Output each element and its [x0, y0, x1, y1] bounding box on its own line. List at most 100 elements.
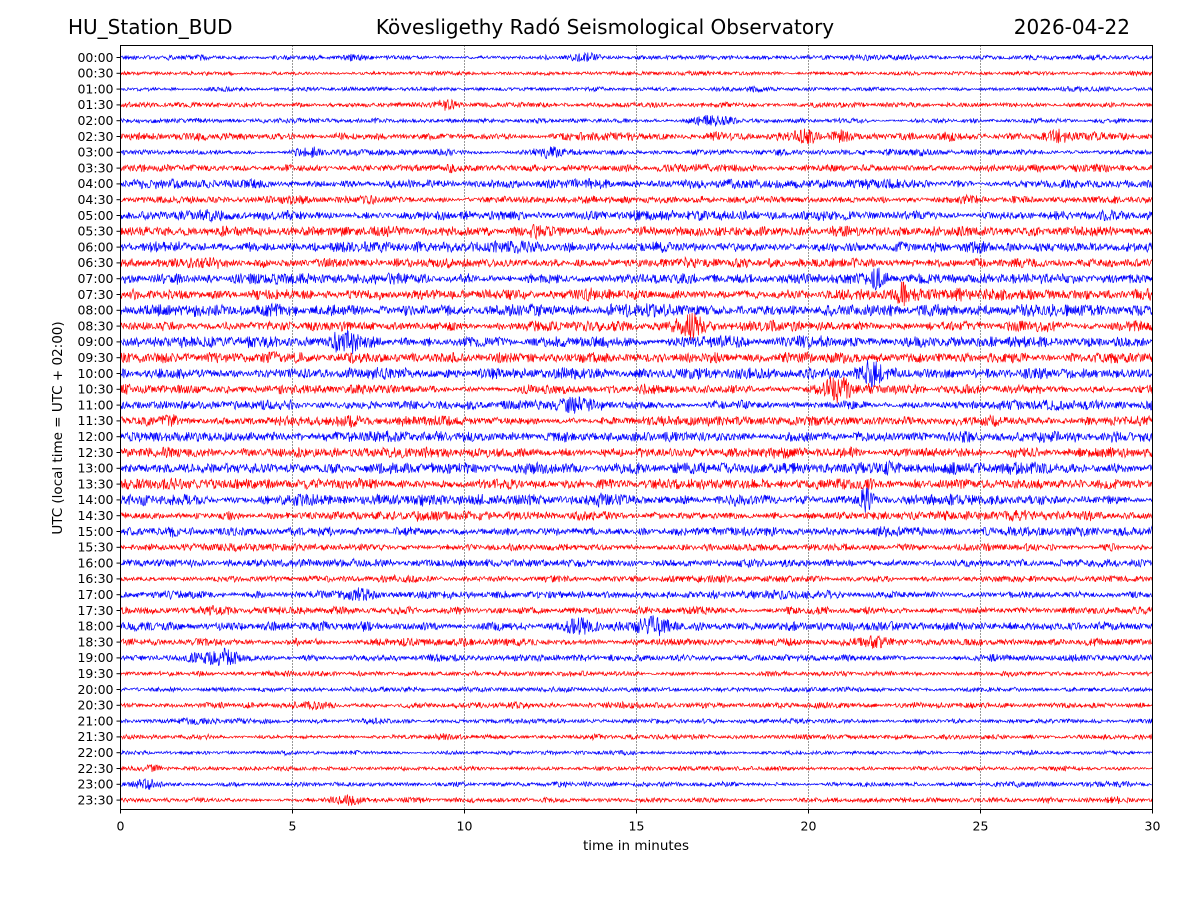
- seismic-trace: [120, 193, 1153, 205]
- y-tick-label: 09:00: [77, 334, 113, 349]
- x-tick-label: 20: [801, 819, 817, 834]
- x-tick-label: 30: [1145, 819, 1161, 834]
- station-title: HU_Station_BUD: [68, 15, 233, 39]
- chart-title: Kövesligethy Radó Seismological Observat…: [376, 15, 834, 39]
- y-tick-label: 00:30: [77, 66, 113, 81]
- y-tick-label: 23:30: [77, 792, 113, 807]
- y-tick-label: 07:00: [77, 271, 113, 286]
- seismic-trace: [120, 794, 1153, 806]
- seismic-trace: [120, 414, 1153, 429]
- seismic-trace: [120, 146, 1153, 160]
- y-tick-label: 03:30: [77, 160, 113, 175]
- y-tick-label: 18:00: [77, 619, 113, 634]
- y-tick-label: 19:00: [77, 650, 113, 665]
- seismic-trace: [120, 302, 1153, 318]
- seismic-trace: [120, 542, 1153, 553]
- y-tick-label: 12:30: [77, 445, 113, 460]
- y-tick-label: 13:30: [77, 476, 113, 491]
- y-tick-label: 23:00: [77, 777, 113, 792]
- y-tick-label: 02:00: [77, 113, 113, 128]
- y-tick-label: 03:00: [77, 145, 113, 160]
- seismic-trace: [120, 778, 1153, 790]
- y-tick-label: 17:30: [77, 603, 113, 618]
- plot-frame: [120, 45, 1153, 810]
- seismic-trace: [120, 128, 1153, 145]
- seismic-trace: [120, 267, 1153, 291]
- y-tick-label: 22:00: [77, 745, 113, 760]
- seismic-trace: [120, 359, 1153, 389]
- y-tick-label: 05:00: [77, 208, 113, 223]
- y-tick-label: 01:00: [77, 81, 113, 96]
- y-axis-label: UTC (local time = UTC + 02:00): [50, 321, 66, 534]
- seismic-trace: [120, 85, 1153, 94]
- y-tick-label: 20:30: [77, 698, 113, 713]
- date-title: 2026-04-22: [1014, 15, 1130, 39]
- seismic-trace: [120, 557, 1153, 569]
- seismic-trace: [120, 764, 1153, 773]
- x-tick-label: 0: [117, 819, 125, 834]
- x-tick-label: 15: [629, 819, 645, 834]
- y-tick-label: 13:00: [77, 461, 113, 476]
- seismic-trace: [120, 98, 1153, 111]
- seismic-trace: [120, 376, 1153, 404]
- grid-layer: [292, 45, 981, 810]
- y-tick-label: 21:30: [77, 729, 113, 744]
- y-tick-label: 06:00: [77, 239, 113, 254]
- seismic-trace: [120, 509, 1153, 522]
- y-tick-label: 16:30: [77, 571, 113, 586]
- y-tick-label: 19:30: [77, 666, 113, 681]
- seismic-trace: [120, 281, 1153, 307]
- seismic-trace: [120, 329, 1153, 355]
- y-tick-label: 14:30: [77, 508, 113, 523]
- x-axis-label: time in minutes: [583, 838, 689, 854]
- y-tick-label: 21:00: [77, 713, 113, 728]
- seismic-trace: [120, 634, 1153, 649]
- seismic-trace: [120, 587, 1153, 602]
- seismic-trace: [120, 647, 1153, 666]
- seismic-trace: [120, 256, 1153, 270]
- y-tick-label: 22:30: [77, 761, 113, 776]
- seismic-trace: [120, 604, 1153, 616]
- y-tick-label: 10:30: [77, 382, 113, 397]
- seismic-trace: [120, 732, 1153, 742]
- y-tick-label: 09:30: [77, 350, 113, 365]
- seismic-trace: [120, 700, 1153, 711]
- y-axis-ticks: 00:0000:3001:0001:3002:0002:3003:0003:30…: [77, 50, 121, 807]
- seismic-trace: [120, 525, 1153, 538]
- y-tick-label: 00:00: [77, 50, 113, 65]
- y-tick-label: 11:30: [77, 413, 113, 428]
- y-tick-label: 18:30: [77, 634, 113, 649]
- x-tick-label: 5: [289, 819, 297, 834]
- y-tick-label: 07:30: [77, 287, 113, 302]
- y-tick-label: 15:00: [77, 524, 113, 539]
- seismic-trace: [120, 69, 1153, 78]
- seismic-trace: [120, 395, 1153, 414]
- seismic-trace: [120, 177, 1153, 190]
- y-tick-label: 14:00: [77, 492, 113, 507]
- traces-layer: [120, 51, 1153, 806]
- y-tick-label: 04:00: [77, 176, 113, 191]
- y-tick-label: 10:00: [77, 366, 113, 381]
- seismic-trace: [120, 114, 1153, 127]
- seismic-trace: [120, 669, 1153, 678]
- seismic-trace: [120, 487, 1153, 513]
- seismic-trace: [120, 717, 1153, 726]
- seismic-trace: [120, 51, 1153, 63]
- y-tick-label: 12:00: [77, 429, 113, 444]
- x-tick-label: 25: [973, 819, 989, 834]
- y-tick-label: 04:30: [77, 192, 113, 207]
- y-tick-label: 15:30: [77, 540, 113, 555]
- seismic-trace: [120, 313, 1153, 341]
- seismic-trace: [120, 459, 1153, 477]
- y-tick-label: 20:00: [77, 682, 113, 697]
- seismic-trace: [120, 430, 1153, 444]
- y-tick-label: 11:00: [77, 397, 113, 412]
- seismic-trace: [120, 239, 1153, 254]
- seismic-trace: [120, 223, 1153, 241]
- seismic-trace: [120, 615, 1153, 637]
- y-tick-label: 08:30: [77, 318, 113, 333]
- seismic-trace: [120, 685, 1153, 694]
- x-tick-label: 10: [457, 819, 473, 834]
- seismic-trace: [120, 574, 1153, 584]
